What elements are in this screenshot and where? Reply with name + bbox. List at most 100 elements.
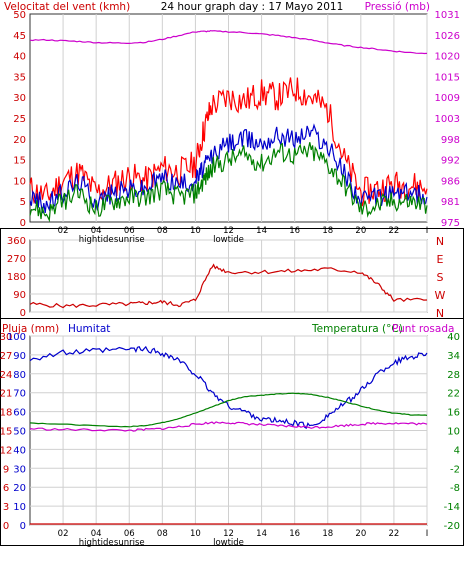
humidity-y-tick-label: 60 bbox=[13, 408, 26, 419]
rain-y-tick-label: 0 bbox=[3, 521, 9, 532]
humidity-y-tick-label: 20 bbox=[13, 483, 26, 494]
direction-y-tick-label: 90 bbox=[13, 290, 26, 301]
rain-y-tick-label: 9 bbox=[3, 464, 9, 475]
pressure-y-tick-label: 986 bbox=[441, 176, 460, 187]
x-event-label: lowtide bbox=[213, 538, 244, 548]
wind-y-tick-label: 30 bbox=[13, 93, 26, 104]
x-tick-label: 10 bbox=[190, 529, 201, 539]
humidity-y-tick-label: 50 bbox=[13, 427, 26, 438]
wind-y-tick-label: 20 bbox=[13, 135, 26, 146]
wind-y-tick-label: 25 bbox=[13, 114, 26, 125]
wind-series-line bbox=[29, 77, 428, 207]
x-tick-label: 06 bbox=[124, 226, 135, 236]
pressure-y-tick-label: 992 bbox=[441, 156, 460, 167]
x-tick-label: 18 bbox=[322, 226, 333, 236]
temperature-y-tick-label: -20 bbox=[444, 521, 460, 532]
temperature-y-tick-label: 28 bbox=[447, 370, 460, 381]
temperature-y-tick-label: 4 bbox=[454, 445, 460, 456]
x-tick-label: 16 bbox=[289, 226, 300, 236]
humidity-y-tick-label: 70 bbox=[13, 389, 26, 400]
x-event-label: hightide bbox=[79, 235, 114, 245]
rain-y-tick-label: 27 bbox=[0, 351, 12, 362]
direction-series-line bbox=[29, 263, 428, 309]
wind-y-tick-label: 50 bbox=[13, 10, 26, 21]
pressure-y-tick-label: 998 bbox=[441, 135, 460, 146]
x-tick-label: 02 bbox=[58, 226, 69, 236]
x-tick-label: 20 bbox=[355, 529, 366, 539]
wind-y-tick-label: 15 bbox=[13, 156, 26, 167]
wind-y-tick-label: 5 bbox=[20, 197, 26, 208]
rain-y-tick-label: 6 bbox=[3, 483, 9, 494]
temperature-y-tick-label: 40 bbox=[447, 332, 460, 343]
x-event-label: sunrise bbox=[114, 235, 145, 245]
dewpoint-axis-title: Punt rosada bbox=[392, 323, 454, 335]
compass-label: E bbox=[437, 253, 444, 266]
wind-y-tick-label: 10 bbox=[13, 176, 26, 187]
x-tick-label: 22 bbox=[389, 226, 400, 236]
pressure-y-tick-label: 1009 bbox=[435, 93, 460, 104]
header-center-label: 24 hour graph day : 17 Mayo 2011 bbox=[161, 1, 344, 13]
compass-label: S bbox=[437, 271, 444, 284]
temperature-y-tick-label: 22 bbox=[447, 389, 460, 400]
x-tick-label: 18 bbox=[322, 529, 333, 539]
rain-y-tick-label: 15 bbox=[0, 427, 12, 438]
direction-y-tick-label: 180 bbox=[7, 272, 26, 283]
rain-y-tick-label: 18 bbox=[0, 408, 12, 419]
humidity-y-tick-label: 0 bbox=[20, 521, 26, 532]
temperature-y-tick-label: -14 bbox=[444, 502, 460, 513]
wind-series-line bbox=[29, 142, 428, 223]
direction-y-tick-label: 360 bbox=[7, 236, 26, 247]
humidity-y-tick-label: 80 bbox=[13, 370, 26, 381]
rain-y-tick-label: 30 bbox=[0, 332, 12, 343]
pressure-y-tick-label: 1031 bbox=[435, 10, 460, 21]
pressure-y-tick-label: 1015 bbox=[435, 72, 460, 83]
x-tick-label: 06 bbox=[124, 529, 135, 539]
dewpoint-series-line bbox=[29, 421, 428, 432]
x-tick-label: 04 bbox=[91, 226, 102, 236]
x-tick-label: I bbox=[426, 529, 429, 539]
humidity-y-tick-label: 10 bbox=[13, 502, 26, 513]
x-tick-label: 12 bbox=[223, 529, 234, 539]
x-tick-label: 14 bbox=[256, 226, 267, 236]
x-tick-label: 10 bbox=[190, 226, 201, 236]
humidity-y-tick-label: 100 bbox=[7, 332, 26, 343]
header-left-label: Velocitat del vent (kmh) bbox=[4, 1, 130, 13]
temperature-y-tick-label: -2 bbox=[450, 464, 460, 475]
direction-y-tick-label: 0 bbox=[20, 308, 26, 319]
pressure-y-tick-label: 981 bbox=[441, 197, 460, 208]
wind-series-line bbox=[29, 123, 428, 214]
wind-y-tick-label: 35 bbox=[13, 72, 26, 83]
x-tick-label: 22 bbox=[389, 529, 400, 539]
rain-y-tick-label: 21 bbox=[0, 389, 12, 400]
pressure-series-line bbox=[29, 29, 428, 55]
temperature-y-tick-label: 10 bbox=[447, 427, 460, 438]
humidity-series-line bbox=[29, 345, 428, 430]
humidity-y-tick-label: 90 bbox=[13, 351, 26, 362]
pressure-y-tick-label: 975 bbox=[441, 218, 460, 229]
wind-y-tick-label: 0 bbox=[20, 218, 26, 229]
x-tick-label: 16 bbox=[289, 529, 300, 539]
wind-y-tick-label: 40 bbox=[13, 52, 26, 63]
compass-label: N bbox=[436, 307, 444, 320]
compass-label: N bbox=[436, 235, 444, 248]
x-tick-label: 02 bbox=[58, 529, 69, 539]
pressure-y-tick-label: 1020 bbox=[435, 52, 460, 63]
x-event-label: hightide bbox=[79, 538, 114, 548]
temperature-axis-title: Temperatura (°C) bbox=[311, 323, 403, 335]
x-event-label: sunrise bbox=[114, 538, 145, 548]
x-tick-label: 04 bbox=[91, 529, 102, 539]
rain-y-tick-label: 24 bbox=[0, 370, 12, 381]
rain-y-tick-label: 12 bbox=[0, 445, 12, 456]
temperature-y-tick-label: 16 bbox=[447, 408, 460, 419]
compass-label: W bbox=[435, 289, 446, 302]
x-tick-label: 08 bbox=[157, 226, 168, 236]
x-tick-label: I bbox=[426, 226, 429, 236]
rain-axis-title: Pluja (mm) bbox=[2, 323, 59, 335]
x-tick-label: 12 bbox=[223, 226, 234, 236]
humidity-axis-title: Humitat bbox=[68, 323, 110, 335]
wind-y-tick-label: 45 bbox=[13, 31, 26, 42]
header-right-label: Pressió (mb) bbox=[365, 1, 430, 13]
